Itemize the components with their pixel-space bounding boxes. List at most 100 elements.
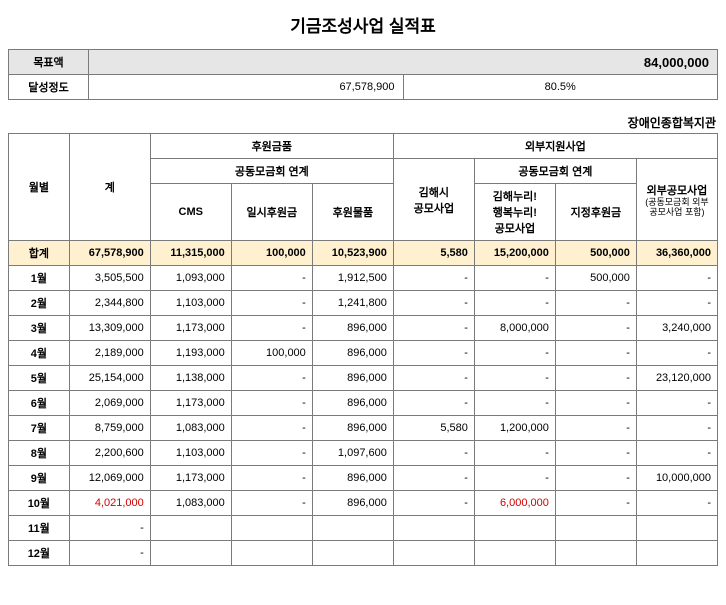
data-cell: - (474, 366, 555, 391)
hdr-designated: 지정후원금 (555, 184, 636, 241)
data-cell: 500,000 (555, 266, 636, 291)
table-row: 12월- (9, 541, 718, 566)
data-cell (312, 541, 393, 566)
hdr-external: 외부지원사업 (393, 134, 717, 159)
data-cell: - (474, 466, 555, 491)
month-cell: 7월 (9, 416, 70, 441)
data-cell: 12,069,000 (69, 466, 150, 491)
data-cell (636, 541, 717, 566)
data-cell: - (555, 391, 636, 416)
hdr-ext-public-main: 외부공모사업 (647, 185, 708, 197)
hdr-gimhae: 김해시 공모사업 (393, 159, 474, 241)
sum-happy: 15,200,000 (474, 241, 555, 266)
table-row: 5월25,154,0001,138,000-896,000---23,120,0… (9, 366, 718, 391)
data-cell: 3,240,000 (636, 316, 717, 341)
sum-row: 합계 67,578,900 11,315,000 100,000 10,523,… (9, 241, 718, 266)
hdr-happy: 김해누리! 행복누리! 공모사업 (474, 184, 555, 241)
data-cell: 1,103,000 (150, 291, 231, 316)
table-row: 1월3,505,5001,093,000-1,912,500--500,000- (9, 266, 718, 291)
table-row: 10월4,021,0001,083,000-896,000-6,000,000-… (9, 491, 718, 516)
month-cell: 4월 (9, 341, 70, 366)
data-cell: - (474, 391, 555, 416)
data-cell: 4,021,000 (69, 491, 150, 516)
data-cell: - (393, 391, 474, 416)
table-row: 2월2,344,8001,103,000-1,241,800---- (9, 291, 718, 316)
data-cell: - (231, 366, 312, 391)
hdr-community-link-1: 공동모금회 연계 (150, 159, 393, 184)
data-cell: 1,103,000 (150, 441, 231, 466)
data-cell: - (636, 391, 717, 416)
month-cell: 3월 (9, 316, 70, 341)
table-row: 8월2,200,6001,103,000-1,097,600---- (9, 441, 718, 466)
data-cell: - (555, 291, 636, 316)
data-cell: 1,097,600 (312, 441, 393, 466)
data-cell (150, 516, 231, 541)
data-cell: - (393, 491, 474, 516)
data-cell: - (636, 291, 717, 316)
hdr-sponsorship: 후원금품 (150, 134, 393, 159)
data-cell: - (636, 491, 717, 516)
data-cell: 2,069,000 (69, 391, 150, 416)
data-cell: - (636, 441, 717, 466)
hdr-community-link-2: 공동모금회 연계 (474, 159, 636, 184)
data-cell (312, 516, 393, 541)
sum-gimhae: 5,580 (393, 241, 474, 266)
data-cell: 896,000 (312, 491, 393, 516)
month-cell: 9월 (9, 466, 70, 491)
data-cell: 13,309,000 (69, 316, 150, 341)
data-cell: 25,154,000 (69, 366, 150, 391)
sum-designated: 500,000 (555, 241, 636, 266)
sum-total: 67,578,900 (69, 241, 150, 266)
goal-table: 목표액 84,000,000 달성정도 67,578,900 80.5% (8, 49, 718, 100)
data-cell: - (231, 291, 312, 316)
data-cell: - (555, 316, 636, 341)
data-table: 월별 계 후원금품 외부지원사업 공동모금회 연계 김해시 공모사업 공동모금회… (8, 133, 718, 566)
data-cell: 896,000 (312, 366, 393, 391)
data-cell (393, 516, 474, 541)
data-cell: - (636, 341, 717, 366)
sum-goods: 10,523,900 (312, 241, 393, 266)
data-cell: - (69, 516, 150, 541)
data-cell: - (393, 316, 474, 341)
goal-value: 84,000,000 (89, 50, 718, 75)
data-cell: - (231, 391, 312, 416)
data-cell: - (636, 266, 717, 291)
month-cell: 5월 (9, 366, 70, 391)
data-cell: - (555, 341, 636, 366)
data-cell: 5,580 (393, 416, 474, 441)
data-cell: - (393, 291, 474, 316)
data-cell: - (69, 541, 150, 566)
page-title: 기금조성사업 실적표 (8, 12, 718, 37)
data-cell: 896,000 (312, 341, 393, 366)
data-cell: 2,189,000 (69, 341, 150, 366)
sum-ext-public: 36,360,000 (636, 241, 717, 266)
sum-one-time: 100,000 (231, 241, 312, 266)
data-cell: 8,000,000 (474, 316, 555, 341)
data-cell: 8,759,000 (69, 416, 150, 441)
data-cell: - (555, 466, 636, 491)
data-cell: - (474, 266, 555, 291)
data-cell: 2,200,600 (69, 441, 150, 466)
org-name: 장애인종합복지관 (8, 114, 716, 131)
hdr-one-time: 일시후원금 (231, 184, 312, 241)
data-cell: 1,193,000 (150, 341, 231, 366)
sum-cms: 11,315,000 (150, 241, 231, 266)
data-cell: - (555, 416, 636, 441)
month-cell: 6월 (9, 391, 70, 416)
data-cell: - (474, 441, 555, 466)
data-cell: 1,138,000 (150, 366, 231, 391)
table-row: 6월2,069,0001,173,000-896,000---- (9, 391, 718, 416)
data-cell (555, 516, 636, 541)
data-cell: - (231, 316, 312, 341)
data-cell: - (393, 341, 474, 366)
data-cell: - (231, 416, 312, 441)
data-cell: - (231, 466, 312, 491)
data-cell: 896,000 (312, 391, 393, 416)
month-cell: 12월 (9, 541, 70, 566)
data-cell (555, 541, 636, 566)
data-cell: - (474, 291, 555, 316)
data-cell (636, 516, 717, 541)
data-cell: 896,000 (312, 416, 393, 441)
hdr-goods: 후원물품 (312, 184, 393, 241)
achievement-percent: 80.5% (403, 75, 718, 100)
